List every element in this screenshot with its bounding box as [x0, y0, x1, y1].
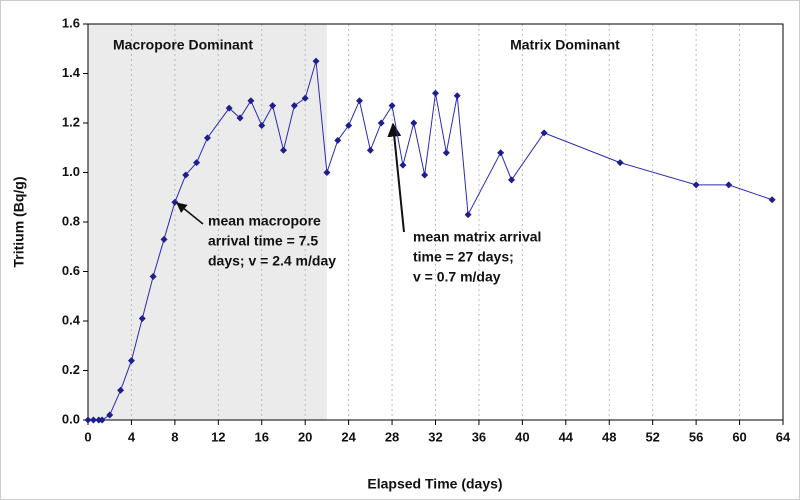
marker [355, 97, 363, 105]
marker [193, 159, 201, 167]
x-tick-label: 64 [776, 429, 791, 444]
marker [616, 159, 624, 167]
marker [247, 97, 255, 105]
annotation: arrival time = 7.5 [208, 233, 318, 249]
annotation-arrow [176, 202, 204, 225]
marker [442, 149, 450, 157]
marker [464, 211, 472, 219]
x-tick-label: 32 [428, 429, 442, 444]
annotation: days; v = 2.4 m/day [208, 253, 336, 269]
marker [334, 136, 342, 144]
x-tick-label: 48 [602, 429, 616, 444]
marker [301, 94, 309, 102]
x-tick-label: 16 [255, 429, 269, 444]
x-axis-label: Elapsed Time (days) [367, 476, 502, 492]
marker [345, 121, 353, 129]
marker [127, 357, 135, 365]
x-tick-label: 36 [472, 429, 486, 444]
marker [138, 315, 146, 323]
marker [84, 416, 92, 424]
marker [432, 89, 439, 97]
annotation-arrow [387, 122, 405, 233]
marker [98, 416, 106, 424]
marker [410, 119, 418, 127]
annotation: mean matrix arrival [413, 229, 541, 245]
marker [258, 121, 266, 129]
x-tick-label: 44 [559, 429, 574, 444]
marker [171, 198, 179, 206]
marker [279, 146, 287, 154]
y-tick-label: 0.4 [62, 312, 81, 327]
x-tick-label: 60 [732, 429, 746, 444]
region-label: Matrix Dominant [510, 37, 620, 53]
annotation: time = 27 days; [413, 249, 514, 265]
x-tick-label: 8 [171, 429, 178, 444]
marker [388, 102, 396, 110]
marker [421, 171, 429, 179]
x-tick-label: 52 [645, 429, 659, 444]
marker [497, 149, 505, 157]
x-tick-label: 4 [128, 429, 136, 444]
marker [692, 181, 700, 189]
y-tick-label: 1.6 [62, 15, 80, 30]
y-axis-label: Tritium (Bq/g) [11, 177, 27, 268]
marker [236, 114, 244, 122]
annotation: v = 0.7 m/day [413, 269, 501, 285]
annotation: mean macropore [208, 213, 321, 229]
marker [225, 104, 233, 112]
marker [508, 176, 516, 184]
line [88, 60, 773, 421]
marker [768, 196, 776, 204]
marker [323, 169, 331, 176]
region-label: Macropore Dominant [113, 37, 253, 53]
marker [182, 171, 190, 179]
marker [725, 181, 733, 189]
y-tick-label: 1.2 [62, 114, 80, 129]
marker [117, 386, 125, 394]
x-tick-label: 0 [84, 429, 91, 444]
y-tick-label: 0.8 [62, 213, 80, 228]
y-tick-label: 0.6 [62, 263, 80, 278]
marker [366, 146, 374, 154]
marker [149, 272, 157, 280]
x-tick-label: 20 [298, 429, 312, 444]
marker [203, 134, 211, 142]
y-tick-label: 1.4 [62, 65, 81, 80]
marker [453, 92, 461, 100]
marker [106, 411, 114, 419]
marker [269, 102, 277, 110]
marker [540, 129, 548, 137]
marker [377, 119, 385, 127]
marker [312, 57, 320, 65]
y-tick-label: 1.0 [62, 164, 80, 179]
x-tick-label: 40 [515, 429, 529, 444]
x-tick-label: 12 [211, 429, 225, 444]
x-tick-label: 24 [341, 429, 356, 444]
y-tick-label: 0.2 [62, 362, 80, 377]
marker [89, 416, 97, 424]
marker [290, 102, 298, 110]
x-tick-label: 56 [689, 429, 703, 444]
y-tick-label: 0.0 [62, 411, 80, 426]
marker [399, 161, 407, 169]
x-tick-label: 28 [385, 429, 399, 444]
region [326, 24, 783, 420]
marker [160, 235, 168, 243]
region [88, 24, 327, 420]
